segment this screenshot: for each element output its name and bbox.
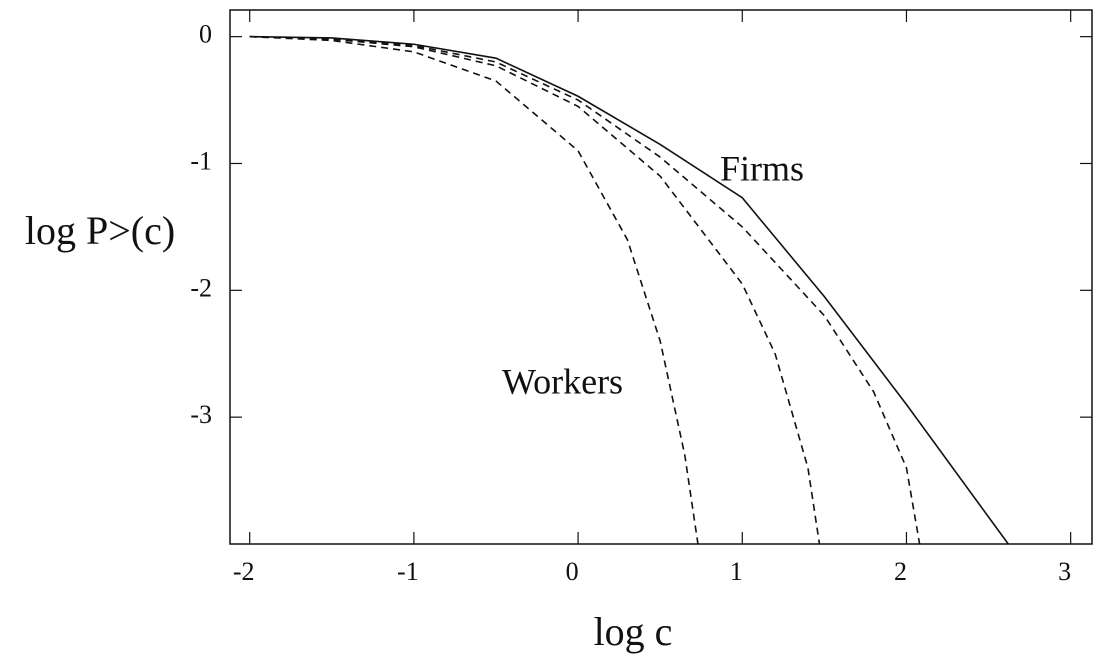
y-tick-label: -2 — [190, 273, 212, 302]
curve — [249, 35, 699, 545]
y-tick-label: -1 — [190, 146, 212, 175]
y-axis-label: log P>(c) — [25, 208, 175, 253]
annotation: Firms — [720, 148, 804, 188]
x-tick-label: -2 — [233, 557, 255, 586]
annotation: Workers — [502, 361, 623, 401]
curve — [249, 35, 1009, 545]
x-tick-label: 3 — [1058, 557, 1071, 586]
curve — [249, 35, 821, 545]
x-axis-label: log c — [594, 609, 673, 654]
curve — [249, 35, 921, 545]
x-tick-label: 2 — [894, 557, 907, 586]
x-tick-label: 0 — [566, 557, 579, 586]
plot-frame — [229, 9, 1093, 545]
y-tick-label: 0 — [199, 20, 212, 49]
y-tick-label: -3 — [190, 400, 212, 429]
x-tick-label: 1 — [730, 557, 743, 586]
x-tick-label: -1 — [397, 557, 419, 586]
